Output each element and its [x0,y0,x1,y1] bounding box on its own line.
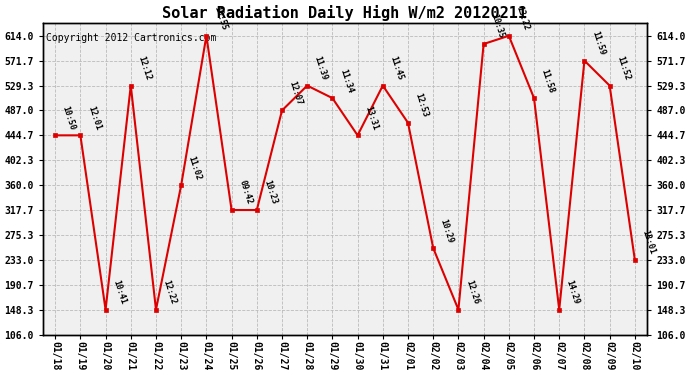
Text: 13:01: 13:01 [640,229,657,256]
Text: 12:53: 12:53 [413,92,430,118]
Text: 12:01: 12:01 [86,105,102,131]
Text: 12:07: 12:07 [288,80,304,106]
Text: 14:29: 14:29 [565,279,581,306]
Text: 09:42: 09:42 [237,179,253,206]
Text: 11:59: 11:59 [590,30,607,57]
Text: 13:22: 13:22 [514,5,531,32]
Text: Copyright 2012 Cartronics.com: Copyright 2012 Cartronics.com [46,33,216,43]
Text: 10:23: 10:23 [262,179,279,206]
Text: 10:41: 10:41 [111,279,128,306]
Text: 11:34: 11:34 [338,68,354,94]
Text: 12:12: 12:12 [137,55,152,81]
Text: 11:45: 11:45 [388,55,404,81]
Text: 10:29: 10:29 [439,217,455,244]
Text: 11:52: 11:52 [615,55,631,81]
Text: 11:39: 11:39 [313,55,329,81]
Text: 11:02: 11:02 [187,154,203,181]
Text: 13:31: 13:31 [363,105,380,131]
Text: 10:50: 10:50 [61,105,77,131]
Text: 11:58: 11:58 [540,68,556,94]
Text: 10:35: 10:35 [489,13,506,40]
Text: 10:55: 10:55 [212,5,228,32]
Text: 12:22: 12:22 [161,279,178,306]
Title: Solar Radiation Daily High W/m2 20120211: Solar Radiation Daily High W/m2 20120211 [163,5,527,21]
Text: 12:26: 12:26 [464,279,480,306]
